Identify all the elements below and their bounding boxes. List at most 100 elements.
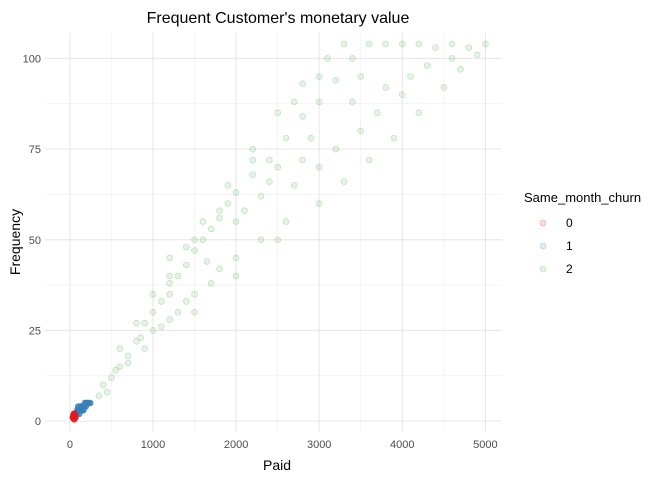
data-point xyxy=(465,44,473,51)
data-point xyxy=(390,134,398,142)
x-tick-label: 5000 xyxy=(473,439,497,451)
data-point xyxy=(137,334,144,342)
data-point xyxy=(166,272,173,280)
data-point xyxy=(191,236,198,244)
data-point xyxy=(315,200,323,207)
legend-label: 0 xyxy=(566,216,573,230)
data-point xyxy=(79,406,86,414)
data-point xyxy=(448,55,456,62)
data-point xyxy=(473,51,481,59)
data-point xyxy=(108,374,115,381)
legend: Same_month_churn 0 1 2 xyxy=(524,190,641,276)
data-point xyxy=(423,62,431,69)
data-point xyxy=(149,290,157,298)
data-point xyxy=(282,218,290,225)
data-point xyxy=(374,109,381,117)
legend-entries: 0 1 2 xyxy=(539,216,573,276)
data-point xyxy=(232,272,240,280)
legend-entry: 2 xyxy=(539,262,573,276)
data-point xyxy=(207,279,215,287)
data-point xyxy=(232,254,240,262)
x-tick-label: 1000 xyxy=(141,439,165,451)
data-point xyxy=(191,247,198,254)
data-point xyxy=(257,236,265,244)
data-point xyxy=(74,403,82,410)
chart-title: Frequent Customer's monetary value xyxy=(147,10,410,27)
data-point xyxy=(166,254,173,262)
data-point xyxy=(290,98,298,106)
y-axis-label: Frequency xyxy=(7,209,23,275)
series-0 xyxy=(69,410,79,423)
data-point xyxy=(124,359,132,367)
data-point xyxy=(332,76,340,84)
data-point xyxy=(307,134,315,142)
data-point xyxy=(398,91,406,98)
data-point xyxy=(415,40,423,48)
x-tick-label: 0 xyxy=(67,439,73,451)
data-point xyxy=(183,243,190,251)
x-axis-label: Paid xyxy=(263,457,291,473)
legend-key xyxy=(539,265,547,273)
y-tick-label: 25 xyxy=(29,325,41,337)
data-point xyxy=(191,290,198,298)
data-point xyxy=(166,290,173,298)
x-tick-label: 3000 xyxy=(307,439,331,451)
data-point xyxy=(315,98,323,106)
data-point xyxy=(124,352,132,360)
data-point xyxy=(382,84,390,91)
data-point xyxy=(232,218,240,225)
data-point xyxy=(191,308,198,316)
data-point xyxy=(290,182,298,189)
data-point xyxy=(241,207,248,214)
data-point xyxy=(133,319,140,327)
data-point xyxy=(365,156,373,164)
data-point xyxy=(174,272,182,280)
data-point xyxy=(265,156,273,164)
data-point xyxy=(141,345,148,352)
data-point xyxy=(365,40,373,48)
data-point xyxy=(332,145,340,153)
data-point xyxy=(99,381,107,389)
data-point xyxy=(249,171,256,178)
y-axis-ticks: 0 25 50 75 100 xyxy=(23,53,41,428)
legend-key xyxy=(539,219,547,227)
data-point xyxy=(340,178,348,185)
data-point xyxy=(299,156,306,164)
data-point xyxy=(116,345,124,352)
legend-label: 2 xyxy=(566,262,573,276)
data-point xyxy=(274,109,282,117)
data-point xyxy=(349,98,356,106)
y-tick-label: 0 xyxy=(35,416,41,428)
data-point xyxy=(407,73,414,80)
data-point xyxy=(104,388,111,396)
data-point xyxy=(349,55,356,62)
legend-entry: 0 xyxy=(539,216,573,230)
data-point xyxy=(299,80,306,88)
data-point xyxy=(299,113,306,120)
data-point xyxy=(216,207,223,214)
data-point xyxy=(282,134,290,142)
x-axis-ticks: 0 1000 2000 3000 4000 5000 xyxy=(67,439,498,451)
data-point xyxy=(265,178,273,185)
data-point xyxy=(324,55,331,62)
y-tick-label: 100 xyxy=(23,53,41,65)
data-point xyxy=(274,163,282,171)
data-point xyxy=(224,182,232,189)
data-point xyxy=(315,163,323,171)
series-2 xyxy=(87,40,489,407)
data-point xyxy=(141,319,148,327)
data-point xyxy=(340,40,348,48)
x-tick-label: 4000 xyxy=(390,439,414,451)
legend-title: Same_month_churn xyxy=(524,190,641,205)
gridlines xyxy=(45,33,502,432)
data-point xyxy=(448,40,456,48)
y-tick-label: 75 xyxy=(29,144,41,156)
data-point xyxy=(440,84,448,91)
data-point xyxy=(257,192,265,200)
legend-label: 1 xyxy=(566,239,573,253)
data-point xyxy=(158,298,165,305)
data-point xyxy=(207,225,215,233)
data-point xyxy=(432,44,439,51)
data-point xyxy=(482,40,489,48)
data-point xyxy=(199,236,207,244)
